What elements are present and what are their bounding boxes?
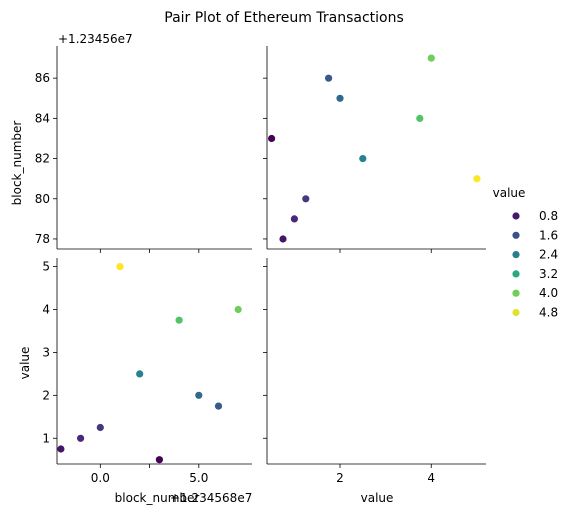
y-tick-label: 3 — [42, 345, 50, 359]
scatter-point-value-vs-block-number — [77, 435, 84, 442]
y-axis-label-value: value — [18, 347, 32, 380]
scatter-point-block-number-vs-value — [325, 75, 332, 82]
y-offset-label-block-number: +1.23456e7 — [58, 32, 133, 46]
scatter-point-block-number-vs-value — [279, 235, 286, 242]
legend-title: value — [493, 186, 526, 200]
scatter-point-block-number-vs-value — [428, 55, 435, 62]
y-tick-label: 4 — [42, 303, 50, 317]
x-axis-label-value: value — [361, 491, 394, 505]
legend: value 0.8 1.6 2.4 3.2 4.0 4.8 — [493, 186, 558, 320]
scatter-point-block-number-vs-value — [268, 135, 275, 142]
panel-block-number-vs-block-number: 78 80 82 84 86 — [35, 46, 252, 253]
legend-entry-label: 4.0 — [539, 286, 558, 300]
y-tick-label: 78 — [35, 232, 50, 246]
legend-marker — [512, 270, 519, 277]
legend-marker — [512, 251, 519, 258]
scatter-point-value-vs-block-number — [176, 317, 183, 324]
legend-marker — [512, 232, 519, 239]
x-tick-label: 0.0 — [91, 471, 110, 485]
y-tick-label: 2 — [42, 388, 50, 402]
scatter-point-block-number-vs-value — [291, 215, 298, 222]
scatter-point-value-vs-block-number — [116, 263, 123, 270]
y-axis-label-block-number: block_number — [10, 121, 24, 206]
scatter-point-block-number-vs-value — [473, 175, 480, 182]
legend-entry-label: 2.4 — [539, 248, 558, 262]
scatter-point-value-vs-block-number — [57, 445, 64, 452]
scatter-point-block-number-vs-value — [336, 95, 343, 102]
scatter-point-value-vs-block-number — [156, 456, 163, 463]
x-tick-label: 2 — [336, 471, 344, 485]
legend-entry-label: 1.6 — [539, 228, 558, 242]
scatter-point-value-vs-block-number — [215, 403, 222, 410]
legend-marker — [512, 212, 519, 219]
x-tick-label: 5.0 — [189, 471, 208, 485]
scatter-point-value-vs-block-number — [235, 306, 242, 313]
panel-value-vs-block-number: 1 2 3 4 5 0.0 5.0 — [42, 258, 252, 485]
chart-title: Pair Plot of Ethereum Transactions — [164, 10, 404, 26]
scatter-point-value-vs-block-number — [136, 370, 143, 377]
scatter-point-block-number-vs-value — [302, 195, 309, 202]
x-axis-label-block-number: block_number — [115, 491, 200, 505]
scatter-point-value-vs-block-number — [97, 424, 104, 431]
y-tick-label: 5 — [42, 260, 50, 274]
legend-marker — [512, 309, 519, 316]
legend-entry-label: 3.2 — [539, 267, 558, 281]
x-tick-label: 4 — [427, 471, 435, 485]
legend-entry-label: 0.8 — [539, 209, 558, 223]
y-tick-label: 80 — [35, 192, 50, 206]
legend-entry-label: 4.8 — [539, 306, 558, 320]
y-tick-label: 82 — [35, 152, 50, 166]
panel-block-number-vs-value — [263, 46, 486, 253]
scatter-point-block-number-vs-value — [359, 155, 366, 162]
legend-marker — [512, 290, 519, 297]
y-tick-label: 1 — [42, 431, 50, 445]
scatter-point-value-vs-block-number — [195, 392, 202, 399]
y-tick-label: 84 — [35, 111, 50, 125]
y-tick-label: 86 — [35, 71, 50, 85]
scatter-point-block-number-vs-value — [416, 115, 423, 122]
